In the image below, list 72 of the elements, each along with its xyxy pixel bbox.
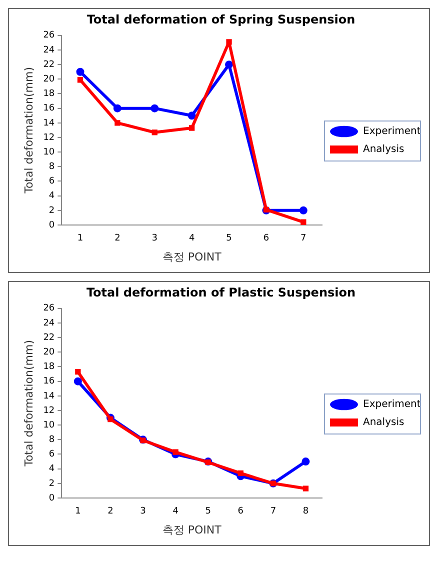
y-tick-label: 24	[43, 318, 55, 328]
y-axis-title: Total deformation(mm)	[22, 66, 36, 194]
x-tick-label: 2	[108, 506, 114, 517]
y-tick-label: 0	[48, 493, 55, 504]
point	[189, 125, 195, 131]
y-tick-label: 8	[48, 162, 55, 172]
x-axis-title: 측정 POINT	[162, 523, 222, 536]
legend-label: Experiment	[363, 126, 421, 138]
y-tick-label: 18	[43, 362, 55, 372]
x-tick-label: 5	[226, 234, 232, 244]
x-tick-label: 4	[172, 506, 179, 517]
point	[225, 60, 234, 69]
point	[299, 206, 308, 214]
y-tick-label: 8	[48, 435, 55, 446]
point	[76, 68, 84, 76]
y-tick-label: 2	[48, 478, 55, 489]
x-axis-title: 측정 POINT	[162, 250, 222, 264]
x-tick-label: 7	[300, 234, 306, 244]
y-tick-label: 10	[43, 420, 55, 430]
chart-title: Total deformation of Plastic Suspension	[86, 285, 356, 300]
y-tick-label: 0	[48, 220, 55, 230]
y-tick-label: 20	[43, 348, 55, 358]
point	[172, 449, 178, 455]
point	[75, 369, 81, 375]
y-tick-label: 16	[43, 376, 55, 387]
y-tick-label: 26	[43, 304, 55, 314]
x-tick-label: 1	[77, 234, 84, 244]
x-tick-label: 6	[263, 234, 270, 244]
point	[150, 104, 159, 112]
point	[108, 416, 114, 422]
x-tick-label: 6	[238, 506, 244, 517]
x-tick-label: 2	[114, 234, 120, 244]
y-tick-label: 6	[48, 450, 55, 460]
x-tick-label: 4	[188, 234, 195, 244]
y-tick-label: 24	[43, 45, 55, 56]
point	[188, 112, 196, 120]
y-tick-label: 20	[43, 74, 55, 84]
y-tick-label: 16	[43, 104, 55, 114]
point	[74, 377, 82, 386]
legend-label: Analysis	[363, 417, 404, 428]
legend-label: Analysis	[363, 144, 404, 156]
y-tick-label: 10	[43, 147, 55, 158]
y-tick-label: 4	[48, 191, 55, 202]
point	[302, 458, 310, 466]
y-tick-label: 12	[43, 406, 55, 416]
y-tick-label: 18	[43, 89, 55, 100]
point	[226, 39, 232, 45]
y-tick-label: 2	[48, 206, 55, 216]
y-tick-label: 12	[43, 132, 55, 143]
y-tick-label: 22	[43, 332, 55, 343]
point	[77, 77, 84, 83]
point	[152, 130, 158, 136]
y-tick-label: 14	[43, 118, 55, 128]
legend-label: Experiment	[363, 399, 421, 410]
x-tick-label: 1	[75, 506, 81, 517]
x-tick-label: 3	[152, 234, 158, 244]
chart-title: Total deformation of Spring Suspension	[86, 12, 356, 26]
y-tick-label: 4	[48, 464, 55, 474]
x-tick-label: 3	[140, 506, 146, 517]
point	[300, 219, 306, 225]
y-tick-label: 6	[48, 176, 55, 187]
point	[238, 470, 244, 476]
point	[113, 104, 122, 112]
point	[302, 486, 309, 492]
point	[114, 120, 120, 126]
y-tick-label: 14	[43, 391, 55, 402]
x-tick-label: 5	[205, 506, 211, 517]
x-tick-label: 7	[270, 506, 276, 517]
y-axis-title: Total deformation(mm)	[22, 340, 36, 468]
y-tick-label: 26	[43, 30, 55, 41]
x-tick-label: 8	[302, 506, 309, 517]
y-tick-label: 22	[43, 60, 55, 70]
